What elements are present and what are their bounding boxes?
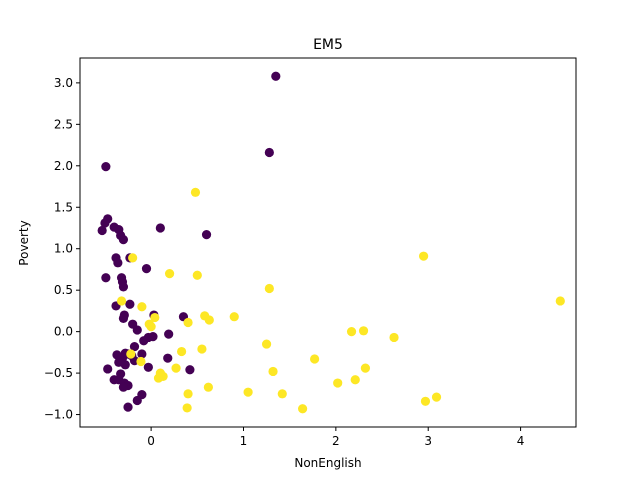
data-point	[139, 336, 149, 346]
data-point	[177, 346, 187, 357]
data-point	[123, 402, 133, 412]
data-point	[137, 349, 147, 359]
data-point	[261, 339, 272, 349]
y-tick-label: 0.5	[54, 283, 73, 297]
data-point	[192, 270, 202, 280]
data-point	[103, 364, 113, 374]
data-point	[268, 366, 278, 377]
data-point	[118, 235, 129, 245]
data-point	[116, 296, 127, 306]
data-point	[148, 332, 158, 342]
y-tick-label: −1.0	[44, 408, 73, 422]
data-point	[146, 322, 156, 332]
data-point	[183, 317, 193, 328]
y-axis-ticks: −1.0 −0.5 0.0 0.5 1.0 1.5 2.0 2.5 3.0	[44, 76, 80, 422]
data-point	[277, 389, 287, 399]
data-point	[126, 349, 136, 359]
data-point	[100, 218, 110, 228]
data-point	[141, 264, 152, 274]
data-point	[118, 313, 129, 323]
scatter-points	[97, 71, 565, 414]
data-point	[163, 353, 173, 363]
data-point	[101, 273, 111, 283]
data-point	[185, 365, 195, 375]
data-point	[118, 282, 129, 292]
data-point	[137, 302, 147, 312]
data-point	[310, 354, 320, 364]
y-tick-label: 2.0	[54, 159, 73, 173]
data-point	[201, 230, 212, 240]
data-point	[129, 341, 140, 352]
data-point	[132, 395, 142, 406]
data-point	[120, 360, 130, 370]
x-axis-label: NonEnglish	[294, 456, 361, 470]
data-point	[118, 382, 129, 392]
data-point	[229, 312, 239, 322]
data-point	[360, 363, 371, 373]
data-point	[101, 162, 111, 172]
data-point	[346, 327, 357, 337]
y-tick-label: 1.5	[54, 200, 73, 214]
data-point	[150, 312, 160, 323]
data-point	[203, 382, 213, 392]
data-point	[333, 378, 343, 388]
data-point	[298, 404, 308, 414]
data-point	[420, 396, 431, 406]
y-tick-label: 2.5	[54, 117, 73, 131]
y-axis-label: Poverty	[17, 220, 31, 265]
x-axis-ticks: 0 1 2 3 4	[147, 427, 524, 448]
data-point	[164, 269, 175, 279]
data-point	[113, 258, 123, 268]
data-point	[155, 223, 165, 233]
data-point	[271, 71, 281, 81]
x-tick-label: 0	[147, 434, 155, 448]
data-point	[153, 373, 164, 383]
data-point	[431, 392, 442, 402]
data-point	[389, 332, 399, 343]
y-tick-label: 0.0	[54, 325, 73, 339]
data-point	[555, 296, 565, 306]
data-point	[197, 344, 207, 354]
data-point	[358, 326, 369, 336]
data-point	[183, 389, 193, 399]
plot-area-frame	[79, 57, 577, 428]
x-tick-label: 3	[424, 434, 432, 448]
data-point	[264, 283, 274, 294]
data-point	[128, 253, 138, 263]
data-point	[136, 356, 146, 367]
data-point	[419, 251, 429, 261]
data-point	[264, 147, 274, 158]
y-tick-label: 3.0	[54, 76, 73, 90]
x-tick-label: 2	[332, 434, 340, 448]
x-tick-label: 4	[517, 434, 525, 448]
data-point	[125, 299, 135, 309]
data-point	[171, 363, 181, 373]
data-point	[97, 225, 107, 236]
data-point	[350, 375, 360, 385]
chart-title: EM5	[313, 37, 343, 53]
data-point	[143, 362, 153, 372]
x-tick-label: 1	[240, 434, 248, 448]
data-point	[190, 187, 201, 197]
data-point	[243, 387, 253, 397]
data-point	[132, 325, 142, 335]
data-point	[164, 329, 174, 339]
y-tick-label: 1.0	[54, 242, 73, 256]
y-tick-label: −0.5	[44, 366, 73, 380]
data-point	[182, 403, 192, 413]
data-point	[204, 315, 214, 325]
